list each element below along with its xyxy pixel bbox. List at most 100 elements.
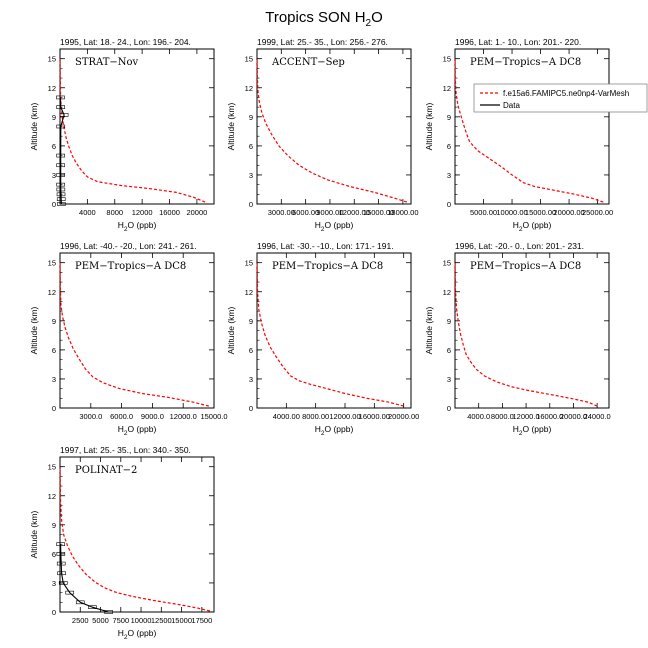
x-axis-label-main: H <box>513 220 519 230</box>
y-tick-label: 9 <box>52 113 56 122</box>
x-axis-label: H2O (ppb) <box>315 424 354 437</box>
panel-header: 1996, Lat: -20.- 0., Lon: 201.- 231. <box>455 241 584 251</box>
y-tick-label: 6 <box>249 346 253 355</box>
x-tick-label: 20000.00 <box>553 208 584 217</box>
x-tick-label: 15000.00 <box>363 208 394 217</box>
y-tick-label: 12 <box>245 288 253 297</box>
x-tick-label: 8000 <box>106 208 123 217</box>
y-tick-label: 6 <box>52 550 56 559</box>
plot-frame <box>454 252 610 409</box>
panel-header: 1996, Lat: -40.- -20., Lon: 241.- 261. <box>60 241 197 251</box>
y-tick-label: 6 <box>249 142 253 151</box>
x-axis-label-sub: 2 <box>321 226 325 233</box>
y-tick-label: 9 <box>447 317 451 326</box>
y-tick-label: 15 <box>443 259 451 268</box>
x-tick-label: 10000 <box>131 616 152 625</box>
observed-range-box <box>56 182 65 187</box>
y-tick-label: 15 <box>245 55 253 64</box>
x-axis-label-sub: 2 <box>519 226 523 233</box>
y-tick-label: 0 <box>249 404 253 413</box>
x-tick-label: 4000.00 <box>273 412 300 421</box>
x-axis-label: H2O (ppb) <box>118 424 157 437</box>
y-axis-label: Altitude (km) <box>29 510 39 558</box>
campaign-label: ACCENT−Sep <box>271 57 345 68</box>
x-tick-label: 16000 <box>159 208 180 217</box>
x-axis-label-tail: O (ppb) <box>324 424 353 434</box>
x-tick-label: 20000 <box>186 208 207 217</box>
x-tick-label: 5000 <box>92 616 109 625</box>
x-tick-label: 16000.00 <box>359 412 390 421</box>
x-axis-label: H2O (ppb) <box>118 628 157 641</box>
y-tick-label: 0 <box>447 404 451 413</box>
x-axis-label-main: H <box>315 220 321 230</box>
x-tick-label: 8000.00 <box>302 412 329 421</box>
y-tick-label: 3 <box>52 375 56 384</box>
plot-frame <box>454 48 610 205</box>
observed-profile-line <box>60 544 109 613</box>
y-axis-label: Altitude (km) <box>29 306 39 354</box>
x-axis-label-main: H <box>513 424 519 434</box>
observed-range-box <box>56 153 65 158</box>
observed-range-box <box>56 173 65 177</box>
x-tick-label: 15000.0 <box>200 412 227 421</box>
panel-header: 1999, Lat: 25.- 35., Lon: 256.- 276. <box>257 37 388 47</box>
legend-model-label: f.e15a6.FAMIPC5.ne0np4-VarMesh <box>503 89 629 98</box>
observed-range-box <box>59 113 69 117</box>
observed-range-box <box>75 600 85 605</box>
x-tick-label: 6000.0 <box>110 412 133 421</box>
chart-panel-6: 1996, Lat: -20.- 0., Lon: 201.- 231. PEM−… <box>424 241 611 437</box>
plot-frame <box>256 252 412 409</box>
legend: f.e15a6.FAMIPC5.ne0np4-VarMesh Data <box>473 83 648 113</box>
x-tick-label: 15000 <box>171 616 192 625</box>
observed-range-box <box>56 542 65 546</box>
x-tick-label: 12500 <box>151 616 172 625</box>
x-tick-label: 24000.0 <box>584 412 611 421</box>
observed-range-box <box>56 95 65 100</box>
y-tick-label: 9 <box>447 113 451 122</box>
chart-panel-2: 1999, Lat: 25.- 35., Lon: 256.- 276. ACCE… <box>226 37 419 233</box>
x-tick-label: 8000.0 <box>491 412 514 421</box>
chart-panel-5: 1996, Lat: -30.- -10., Lon: 171.- 191. PE… <box>226 241 419 437</box>
y-tick-label: 15 <box>48 55 56 64</box>
x-axis-label-tail: O (ppb) <box>127 220 156 230</box>
x-axis-label-main: H <box>118 424 124 434</box>
y-axis-label: Altitude (km) <box>29 102 39 150</box>
y-tick-label: 3 <box>249 171 253 180</box>
campaign-label: PEM−Tropics−A DC8 <box>272 261 383 272</box>
y-tick-label: 15 <box>443 55 451 64</box>
y-tick-label: 12 <box>443 288 451 297</box>
x-tick-label: 20000.00 <box>388 412 419 421</box>
y-tick-label: 6 <box>52 346 56 355</box>
x-tick-label: 3000.0 <box>79 412 102 421</box>
x-tick-label: 5000.00 <box>470 208 497 217</box>
campaign-label: PEM−Tropics−A DC8 <box>470 57 581 68</box>
x-axis-label-sub: 2 <box>321 430 325 437</box>
chart-panel-4: 1996, Lat: -40.- -20., Lon: 241.- 261. PE… <box>29 241 228 437</box>
observed-range-box <box>56 552 66 556</box>
observed-range-box <box>56 192 66 197</box>
y-tick-label: 15 <box>48 463 56 472</box>
campaign-label: POLINAT−2 <box>75 465 137 476</box>
x-axis-label: H2O (ppb) <box>315 220 354 233</box>
y-axis-label: Altitude (km) <box>424 102 434 150</box>
x-axis-label-tail: O (ppb) <box>522 220 551 230</box>
legend-data-label: Data <box>503 101 520 110</box>
panel-header: 1996, Lat: -30.- -10., Lon: 171.- 191. <box>257 241 394 251</box>
figure-title: Tropics SON H2O <box>265 9 383 29</box>
observed-range-box <box>56 561 66 566</box>
model-profile-line <box>59 262 210 407</box>
panel-header: 1997, Lat: 25.- 35., Lon: 340.- 350. <box>60 445 191 455</box>
x-axis-label: H2O (ppb) <box>513 220 552 233</box>
y-tick-label: 9 <box>249 317 253 326</box>
y-tick-label: 0 <box>249 200 253 209</box>
y-tick-label: 0 <box>447 200 451 209</box>
model-profile-line <box>59 466 211 612</box>
panel-header: 1995, Lat: 18.- 24., Lon: 196.- 204. <box>60 37 191 47</box>
y-tick-label: 12 <box>443 84 451 93</box>
x-axis-label-sub: 2 <box>124 226 128 233</box>
chart-panel-1: 1995, Lat: 18.- 24., Lon: 196.- 204. STRA… <box>29 37 215 233</box>
y-tick-label: 9 <box>52 521 56 530</box>
model-profile-line <box>256 262 404 407</box>
observed-range-box <box>56 187 66 192</box>
y-tick-label: 0 <box>52 608 56 617</box>
